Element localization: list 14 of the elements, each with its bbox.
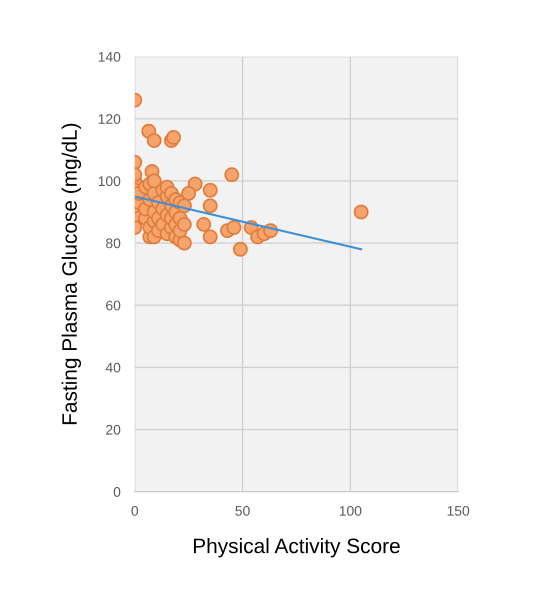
y-tick-label: 20 xyxy=(106,424,120,435)
y-tick-label: 80 xyxy=(106,238,120,248)
y-axis-title: Fasting Plasma Glucose (mg/dL) xyxy=(62,124,82,424)
y-tick-label: 0 xyxy=(114,487,120,497)
x-tick-label: 100 xyxy=(340,506,362,516)
y-tick-label: 60 xyxy=(106,300,120,310)
x-tick-label: 150 xyxy=(448,506,470,516)
x-tick-label: 0 xyxy=(131,506,138,516)
x-axis-title: Physical Activity Score xyxy=(194,538,400,558)
y-tick-label: 100 xyxy=(98,176,120,186)
y-tick-label: 40 xyxy=(106,362,120,373)
y-tick-label: 120 xyxy=(98,114,120,124)
x-tick-label: 50 xyxy=(235,506,250,516)
y-tick-label: 140 xyxy=(98,52,120,62)
